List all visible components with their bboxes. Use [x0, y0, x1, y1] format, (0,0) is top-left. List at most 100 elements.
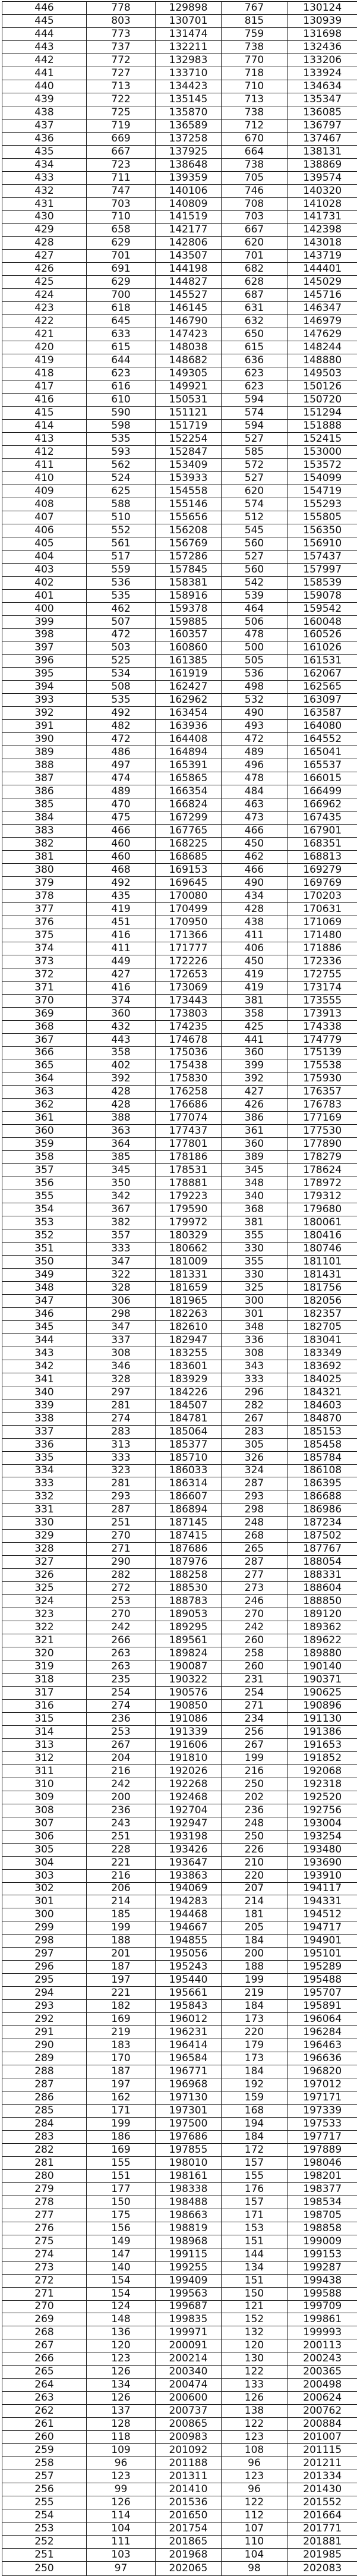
table-cell: 182056 — [287, 1294, 357, 1308]
table-cell: 377 — [2, 902, 87, 916]
table-cell: 185710 — [155, 1451, 222, 1465]
table-cell: 348 — [2, 1281, 87, 1295]
table-row: 433 711 139359 705 139574 — [2, 171, 357, 185]
table-cell: 96 — [221, 2457, 288, 2471]
table-row: 328 271 187686 265 187767 — [2, 1542, 357, 1556]
table-cell: 274 — [86, 1699, 156, 1713]
table-cell: 350 — [2, 1255, 87, 1269]
table-cell: 197339 — [287, 2103, 357, 2118]
table-cell: 527 — [221, 432, 288, 446]
table-cell: 315 — [2, 1712, 87, 1726]
table-cell: 497 — [86, 759, 156, 773]
table-cell: 284 — [2, 2116, 87, 2131]
table-cell: 254 — [86, 1685, 156, 1700]
table-cell: 189362 — [287, 1621, 357, 1635]
table-row: 264 134 200474 133 200498 — [2, 2378, 357, 2392]
table-row: 350 347 181009 355 181101 — [2, 1255, 357, 1269]
table-cell: 535 — [86, 432, 156, 446]
table-cell: 176357 — [287, 1085, 357, 1099]
table-cell: 200983 — [155, 2430, 222, 2445]
table-cell: 236 — [86, 1803, 156, 1817]
table-cell: 184870 — [287, 1411, 357, 1426]
table-cell: 196636 — [287, 2052, 357, 2066]
table-cell: 359 — [2, 1137, 87, 1152]
table-cell: 197717 — [287, 2130, 357, 2144]
table-cell: 510 — [86, 510, 156, 524]
table-cell: 321 — [2, 1634, 87, 1648]
table-cell: 198705 — [287, 2208, 357, 2222]
table-cell: 200624 — [287, 2391, 357, 2405]
table-cell: 258 — [2, 2457, 87, 2471]
table-cell: 195488 — [287, 1973, 357, 1987]
table-cell: 266 — [2, 2352, 87, 2366]
table-cell: 460 — [86, 850, 156, 864]
table-cell: 287 — [86, 1503, 156, 1517]
table-cell: 291 — [2, 2025, 87, 2040]
table-cell: 331 — [2, 1503, 87, 1517]
table-cell: 152254 — [155, 432, 222, 446]
table-cell: 146979 — [287, 314, 357, 329]
table-cell: 163587 — [287, 706, 357, 721]
table-row: 383 466 167765 466 167901 — [2, 824, 357, 838]
table-cell: 181431 — [287, 1267, 357, 1282]
table-cell: 270 — [86, 1529, 156, 1543]
table-cell: 173174 — [287, 980, 357, 995]
table-cell: 109 — [86, 2443, 156, 2458]
table-cell: 658 — [86, 223, 156, 237]
table-cell: 184603 — [287, 1398, 357, 1413]
table-row: 367 443 174678 441 174779 — [2, 1033, 357, 1047]
table-row: 404 517 157286 527 157437 — [2, 549, 357, 564]
table-cell: 271 — [2, 2286, 87, 2301]
table-row: 389 486 164894 489 165041 — [2, 746, 357, 760]
table-cell: 560 — [221, 536, 288, 551]
table-cell: 297 — [2, 1947, 87, 1961]
table-cell: 574 — [221, 497, 288, 511]
table-cell: 711 — [86, 171, 156, 185]
table-cell: 153000 — [287, 445, 357, 459]
table-cell: 137 — [86, 2404, 156, 2418]
table-cell: 708 — [221, 197, 288, 211]
table-cell: 411 — [2, 458, 87, 472]
table-cell: 319 — [2, 1660, 87, 1674]
table-cell: 157437 — [287, 549, 357, 564]
table-cell: 176783 — [287, 1098, 357, 1112]
table-cell: 426 — [2, 262, 87, 276]
table-cell: 358 — [86, 1046, 156, 1060]
table-cell: 173 — [221, 2012, 288, 2027]
table-cell: 346 — [2, 1307, 87, 1321]
table-cell: 286 — [2, 2091, 87, 2105]
table-cell: 294 — [2, 1986, 87, 2001]
table-cell: 204 — [86, 1751, 156, 1765]
table-row: 258 96 201188 96 201211 — [2, 2457, 357, 2471]
table-cell: 248 — [221, 1816, 288, 1830]
table-cell: 267 — [2, 2339, 87, 2353]
table-cell: 384 — [2, 811, 87, 825]
table-cell: 221 — [86, 1986, 156, 2001]
table-cell: 464 — [221, 602, 288, 616]
table-cell: 687 — [221, 288, 288, 303]
table-cell: 155293 — [287, 497, 357, 511]
table-cell: 196968 — [155, 2078, 222, 2091]
table-cell: 316 — [2, 1699, 87, 1713]
table-row: 377 419 170499 428 170631 — [2, 902, 357, 916]
table-cell: 446 — [2, 1, 87, 15]
table-row: 390 472 164408 472 164552 — [2, 732, 357, 747]
table-cell: 200865 — [155, 2417, 222, 2432]
table-cell: 180662 — [155, 1242, 222, 1256]
table-cell: 451 — [86, 915, 156, 929]
table-cell: 181331 — [155, 1267, 222, 1282]
table-cell: 163936 — [155, 719, 222, 734]
table-cell: 182 — [86, 1999, 156, 2014]
table-cell: 154099 — [287, 471, 357, 485]
table-cell: 194331 — [287, 1895, 357, 1909]
table-cell: 433 — [2, 171, 87, 185]
table-cell: 372 — [2, 967, 87, 982]
table-cell: 186986 — [287, 1503, 357, 1517]
table-cell: 472 — [86, 628, 156, 642]
table-cell: 275 — [2, 2234, 87, 2248]
table-cell: 767 — [221, 1, 288, 15]
table-row: 285 171 197301 168 197339 — [2, 2103, 357, 2118]
table-cell: 153409 — [155, 458, 222, 472]
table-row: 288 187 196771 184 196820 — [2, 2065, 357, 2079]
table-cell: 181965 — [155, 1294, 222, 1308]
